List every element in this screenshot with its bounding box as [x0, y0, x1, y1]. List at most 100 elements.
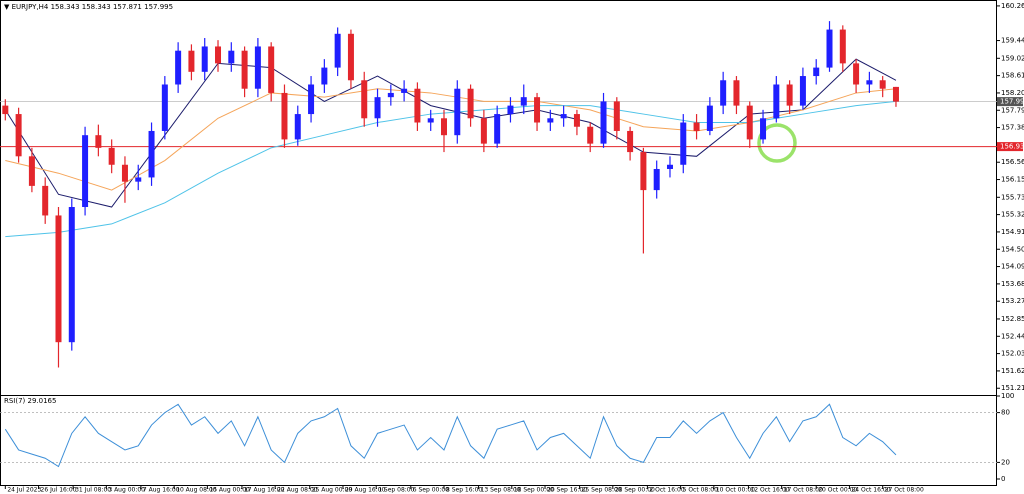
y-tick-label: 159.440 — [1001, 37, 1024, 45]
candle-body — [666, 164, 673, 169]
y-tick-label: 157.380 — [1001, 124, 1024, 132]
y-tick-label: 152.030 — [1001, 350, 1024, 358]
x-tick-label: 1 Sep 08:00 — [378, 487, 414, 494]
candle-body — [148, 130, 155, 178]
x-tick-label: 2 Oct 16:00 — [649, 487, 684, 494]
y-tick-label: 153.680 — [1001, 280, 1024, 288]
candle-body — [706, 105, 713, 131]
x-tick-label: 25 Aug 00:00 — [312, 487, 353, 494]
candle-body — [507, 105, 514, 115]
candle-body — [241, 50, 248, 89]
candle-body — [68, 207, 75, 343]
x-tick-label: 25 Sep 08:00 — [582, 487, 622, 494]
candle-body — [573, 114, 580, 127]
x-tick-label: 26 Jul 16:00 — [41, 487, 77, 494]
x-tick-label: 3 Aug 00:00 — [108, 487, 145, 494]
candle-body — [414, 88, 421, 123]
candle-body — [733, 80, 740, 106]
candle-body — [215, 46, 222, 64]
current-price-box — [997, 97, 1023, 107]
x-tick-label: 15 Aug 00:00 — [209, 487, 250, 494]
candle-body — [760, 118, 767, 140]
candle-body — [773, 84, 780, 119]
candle-body — [42, 185, 49, 216]
candle-body — [494, 114, 501, 144]
candle-body — [321, 67, 328, 85]
x-tick-label: 20 Sep 16:00 — [547, 487, 587, 494]
candle-body — [55, 215, 62, 343]
y-tick-label: 158.200 — [1001, 89, 1024, 97]
rsi-line — [4, 403, 897, 468]
candle-body — [82, 135, 89, 208]
candle-body — [786, 84, 793, 106]
y-tick-label: 158.610 — [1001, 72, 1024, 80]
candle-body — [347, 33, 354, 81]
candle-body — [839, 29, 846, 64]
candle-body — [135, 177, 142, 182]
x-tick-label: 8 Sep 16:00 — [446, 487, 482, 494]
y-tick-label: 154.910 — [1001, 228, 1024, 236]
x-tick-label: 29 Aug 16:00 — [345, 487, 386, 494]
candle-body — [866, 80, 873, 85]
x-tick-label: 18 Sep 00:00 — [514, 487, 554, 494]
x-tick-label: 5 Oct 08:00 — [683, 487, 718, 494]
candle-body — [228, 50, 235, 64]
y-tick-label: 152.850 — [1001, 315, 1024, 323]
candle-body — [680, 122, 687, 165]
candle-body — [746, 105, 753, 140]
x-tick-label: 24 Oct 16:00 — [851, 487, 890, 494]
candle-body — [387, 92, 394, 98]
candle-body — [587, 126, 594, 144]
y-tick-label: 155.730 — [1001, 193, 1024, 201]
x-tick-label: 13 Sep 08:00 — [481, 487, 521, 494]
candle-body — [28, 156, 35, 186]
candle-body — [640, 152, 647, 191]
x-tick-label: 28 Sep 00:00 — [615, 487, 655, 494]
highlight-circle — [757, 123, 797, 163]
y-tick-label: 152.440 — [1001, 332, 1024, 340]
candle-body — [520, 97, 527, 106]
candle-body — [799, 76, 806, 106]
x-tick-label: 12 Oct 16:00 — [750, 487, 789, 494]
candle-body — [361, 80, 368, 119]
candle-body — [853, 63, 860, 85]
y-tick-label: 153.270 — [1001, 297, 1024, 305]
candle-body — [254, 46, 261, 89]
candle-body — [201, 46, 208, 72]
candle-body — [600, 101, 607, 144]
candle-body — [334, 33, 341, 68]
candle-body — [440, 118, 447, 136]
chart-frame — [0, 0, 997, 486]
y-tick-label: 151.620 — [1001, 367, 1024, 375]
x-tick-label: 17 Aug 16:00 — [244, 487, 285, 494]
y-tick-label: 154.090 — [1001, 263, 1024, 271]
candle-body — [281, 92, 288, 140]
level-box — [997, 142, 1023, 152]
x-tick-label: 31 Jul 08:00 — [75, 487, 111, 494]
candle-body — [467, 88, 474, 119]
candle-body — [547, 118, 554, 123]
candle-body — [892, 86, 899, 102]
candle-body — [480, 118, 487, 144]
rsi-tick-label: 0 — [1001, 475, 1005, 483]
candle-body — [720, 80, 727, 106]
x-tick-label: 17 Oct 08:00 — [784, 487, 823, 494]
x-tick-label: 22 Aug 08:00 — [277, 487, 318, 494]
candle-body — [15, 114, 22, 157]
candle-body — [427, 118, 434, 123]
y-tick-label: 159.020 — [1001, 54, 1024, 62]
candle-body — [268, 46, 275, 93]
candle-body — [560, 114, 567, 119]
candle-body — [188, 50, 195, 72]
candle-body — [693, 122, 700, 131]
candle-body — [534, 97, 541, 123]
candle-body — [613, 101, 620, 131]
y-tick-label: 154.500 — [1001, 245, 1024, 253]
candle-body — [108, 147, 115, 165]
x-tick-label: 20 Oct 00:00 — [818, 487, 857, 494]
current-price-label: 157.995 — [1000, 98, 1024, 106]
candle-body — [813, 67, 820, 77]
candle-body — [175, 50, 182, 85]
candle-body — [454, 88, 461, 136]
